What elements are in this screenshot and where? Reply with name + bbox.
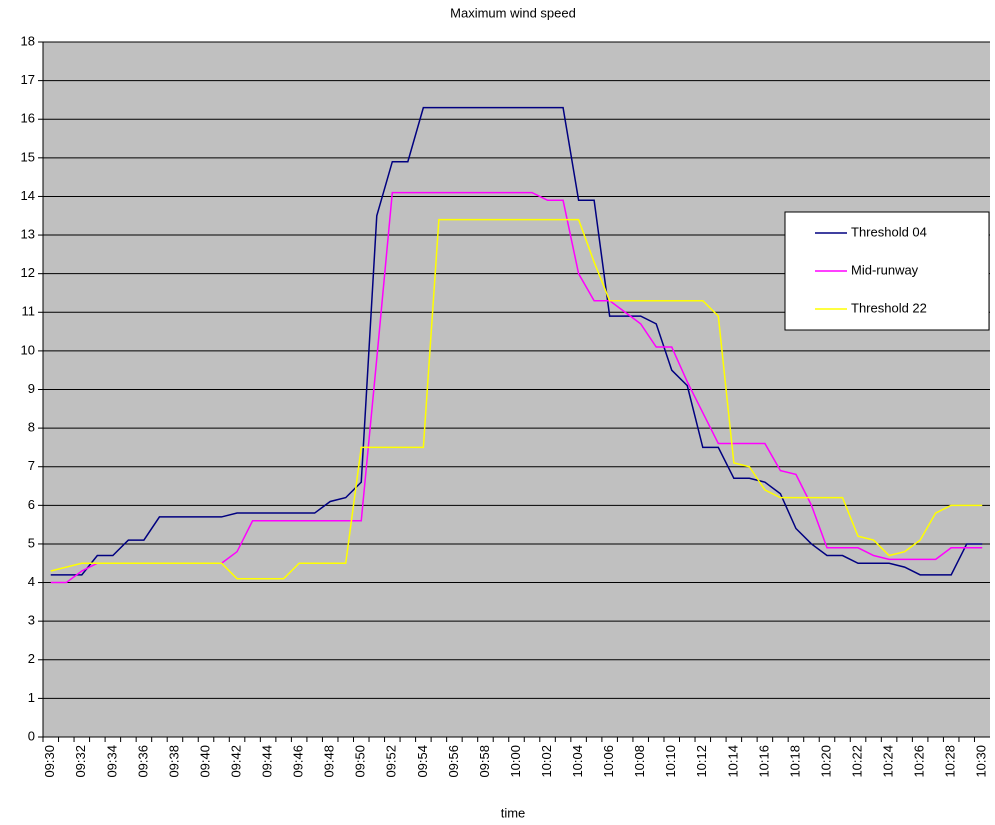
x-tick-label: 10:28 — [943, 745, 958, 778]
y-tick-label: 18 — [21, 33, 35, 48]
x-tick-label: 09:46 — [291, 745, 306, 778]
chart-title: Maximum wind speed — [450, 5, 576, 20]
y-tick-label: 9 — [28, 381, 35, 396]
x-tick-label: 09:32 — [73, 745, 88, 778]
x-tick-label: 09:58 — [477, 745, 492, 778]
y-tick-label: 4 — [28, 574, 35, 589]
x-tick-label: 10:06 — [601, 745, 616, 778]
x-tick-label: 09:52 — [384, 745, 399, 778]
x-tick-label: 10:16 — [756, 745, 771, 778]
y-tick-label: 16 — [21, 111, 35, 126]
legend-label: Mid-runway — [851, 262, 919, 277]
legend: Threshold 04 Mid-runway Threshold 22 — [784, 211, 990, 331]
x-tick-label: 10:26 — [912, 745, 927, 778]
y-tick-label: 11 — [22, 304, 36, 319]
y-tick-label: 17 — [21, 72, 35, 87]
x-tick-label: 09:38 — [166, 745, 181, 778]
y-tick-label: 2 — [28, 651, 35, 666]
x-tick-label: 10:30 — [974, 745, 989, 778]
y-tick-label: 5 — [28, 535, 35, 550]
x-tick-label: 09:56 — [446, 745, 461, 778]
x-tick-label: 09:54 — [415, 745, 430, 778]
y-tick-label: 7 — [28, 458, 35, 473]
x-tick-label: 10:22 — [849, 745, 864, 778]
x-tick-label: 09:40 — [197, 745, 212, 778]
series-line — [50, 218, 983, 580]
x-tick-label: 10:20 — [818, 745, 833, 778]
x-tick-label: 09:44 — [260, 745, 275, 778]
x-tick-label: 10:14 — [725, 745, 740, 778]
y-tick-label: 15 — [21, 149, 35, 164]
series-line — [50, 106, 983, 576]
x-tick-label: 09:42 — [228, 745, 243, 778]
legend-label: Threshold 04 — [851, 224, 927, 239]
y-tick-label: 0 — [28, 728, 35, 743]
y-tick-label: 6 — [28, 497, 35, 512]
x-axis-title: time — [501, 805, 526, 820]
x-tick-label: 10:12 — [694, 745, 709, 778]
x-tick-label: 10:04 — [570, 745, 585, 778]
x-tick-label: 09:48 — [322, 745, 337, 778]
x-tick-label: 09:34 — [104, 745, 119, 778]
x-tick-label: 09:50 — [353, 745, 368, 778]
y-tick-label: 8 — [28, 420, 35, 435]
y-tick-label: 1 — [28, 690, 35, 705]
x-tick-label: 10:18 — [787, 745, 802, 778]
y-tick-label: 14 — [21, 188, 35, 203]
x-tick-label: 10:24 — [881, 745, 896, 778]
x-tick-label: 09:30 — [42, 745, 57, 778]
y-tick-label: 13 — [21, 226, 35, 241]
x-tick-label: 10:10 — [663, 745, 678, 778]
y-tick-label: 12 — [21, 265, 35, 280]
x-tick-label: 10:08 — [632, 745, 647, 778]
x-tick-label: 09:36 — [135, 745, 150, 778]
x-tick-label: 10:02 — [539, 745, 554, 778]
y-tick-label: 3 — [28, 613, 35, 628]
y-tick-label: 10 — [21, 342, 35, 357]
legend-label: Threshold 22 — [851, 300, 927, 315]
x-tick-label: 10:00 — [508, 745, 523, 778]
